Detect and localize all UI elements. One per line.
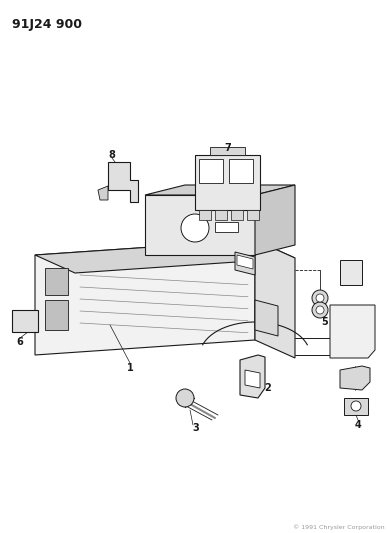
Polygon shape xyxy=(45,268,68,295)
Polygon shape xyxy=(231,210,243,220)
Polygon shape xyxy=(195,155,260,210)
Circle shape xyxy=(351,401,361,411)
Polygon shape xyxy=(330,305,375,358)
Polygon shape xyxy=(229,159,253,183)
Circle shape xyxy=(181,214,209,242)
Text: 91J24 900: 91J24 900 xyxy=(12,18,82,31)
Polygon shape xyxy=(245,370,260,388)
Text: 7: 7 xyxy=(224,143,231,153)
Text: 6: 6 xyxy=(17,337,23,347)
Polygon shape xyxy=(12,310,38,332)
Polygon shape xyxy=(215,210,227,220)
Text: 4: 4 xyxy=(355,420,361,430)
Text: 5: 5 xyxy=(322,317,328,327)
Polygon shape xyxy=(199,159,223,183)
Polygon shape xyxy=(145,195,255,255)
Text: 1: 1 xyxy=(127,363,133,373)
Polygon shape xyxy=(255,185,295,255)
Polygon shape xyxy=(255,240,295,358)
Polygon shape xyxy=(210,147,245,155)
Polygon shape xyxy=(255,300,278,336)
Polygon shape xyxy=(247,210,259,220)
Polygon shape xyxy=(35,240,255,355)
Polygon shape xyxy=(108,162,138,202)
Text: © 1991 Chrysler Corporation: © 1991 Chrysler Corporation xyxy=(293,524,385,530)
Text: 8: 8 xyxy=(109,150,116,160)
Polygon shape xyxy=(340,260,362,285)
Polygon shape xyxy=(237,255,253,269)
Polygon shape xyxy=(35,240,295,273)
Text: 2: 2 xyxy=(265,383,272,393)
Polygon shape xyxy=(145,185,295,195)
Circle shape xyxy=(176,389,194,407)
Circle shape xyxy=(312,290,328,306)
Circle shape xyxy=(316,306,324,314)
Polygon shape xyxy=(215,222,238,232)
Polygon shape xyxy=(45,300,68,330)
Polygon shape xyxy=(98,186,108,200)
Polygon shape xyxy=(344,398,368,415)
Text: 3: 3 xyxy=(193,423,200,433)
Polygon shape xyxy=(240,355,265,398)
Circle shape xyxy=(316,294,324,302)
Polygon shape xyxy=(235,252,255,275)
Polygon shape xyxy=(340,366,370,390)
Circle shape xyxy=(312,302,328,318)
Polygon shape xyxy=(199,210,211,220)
